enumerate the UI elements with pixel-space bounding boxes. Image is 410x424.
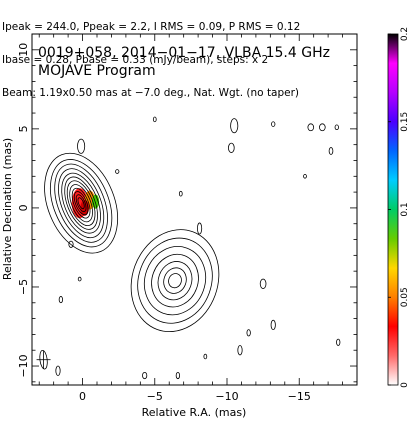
header-info: Ipeak = 244.0, Ppeak = 2.2, I RMS = 0.09… — [2, 0, 300, 121]
noise-contour — [203, 353, 208, 360]
contour-level — [151, 253, 199, 308]
noise-contour — [152, 116, 157, 123]
noise-contour — [319, 123, 326, 132]
x-tick-label: 0 — [79, 390, 86, 403]
contour-level — [66, 180, 96, 226]
noise-contour — [246, 329, 251, 337]
contour-level — [157, 261, 193, 301]
noise-contour — [142, 371, 148, 380]
contour-level — [73, 191, 89, 216]
contour-level — [64, 176, 98, 230]
colorbar-tick-label: 0.15 — [400, 112, 410, 132]
colorbar-tick-label: 0.05 — [400, 287, 410, 307]
y-axis-label: Relative Decination (mas) — [1, 138, 14, 280]
y-tick-label: −10 — [17, 354, 30, 377]
noise-contour — [68, 240, 74, 248]
colorbar-tick-label: 0.1 — [400, 202, 410, 216]
contour-level — [71, 187, 91, 219]
contour-level — [58, 168, 105, 239]
noise-contour — [334, 124, 339, 131]
x-axis-label: Relative R.A. (mas) — [142, 406, 247, 419]
noise-contour — [77, 276, 82, 282]
y-tick-label: 10 — [17, 43, 30, 57]
contour-level — [163, 267, 187, 294]
contour-level — [77, 197, 85, 210]
noise-contour — [55, 365, 61, 376]
noise-contour — [307, 123, 315, 132]
noise-contour — [77, 138, 86, 154]
colorbar-tick-label: 0 — [400, 382, 410, 388]
contour-level — [61, 172, 101, 234]
plot-content — [36, 116, 341, 380]
contour-level — [143, 246, 207, 316]
contour-level — [69, 184, 93, 223]
axes: 0 −5 −10 −15 10 5 0 −5 −10 — [17, 33, 358, 403]
x-tick-label: −5 — [147, 390, 163, 403]
y-tick-label: 0 — [17, 204, 30, 211]
x-tick-label: −10 — [215, 390, 238, 403]
noise-contour — [178, 190, 183, 197]
contour-level — [137, 237, 213, 324]
contour-level — [54, 163, 108, 243]
noise-contour — [259, 278, 267, 289]
noise-contour — [237, 345, 243, 356]
y-tick-label: 5 — [17, 125, 30, 132]
noise-contour — [271, 121, 276, 127]
header-line-base: Ibase = 0.28, Pbase = 0.33 (mJy/beam), s… — [2, 54, 269, 66]
x-tick-label: −15 — [288, 390, 311, 403]
contour-level — [44, 152, 118, 254]
contour-level — [130, 229, 220, 333]
header-line-beam: Beam: 1.19x0.50 mas at −7.0 deg., Nat. W… — [2, 87, 300, 99]
noise-contour — [175, 371, 181, 380]
colorbar-tick-label: 0.2 — [400, 27, 410, 41]
y-tick-label: −5 — [17, 279, 30, 295]
noise-contour — [270, 319, 276, 331]
noise-contour — [303, 174, 307, 179]
noise-contour — [115, 169, 120, 174]
noise-contour — [58, 296, 64, 304]
contour-level — [50, 159, 113, 248]
header-line-peak: Ipeak = 244.0, Ppeak = 2.2, I RMS = 0.09… — [2, 21, 301, 33]
noise-contour — [228, 142, 235, 153]
plot-subtitle: MOJAVE Program — [38, 63, 156, 79]
plot-title: 0019+058, 2014−01−17, VLBA 15.4 GHz — [38, 45, 330, 61]
plot-frame — [31, 33, 358, 386]
noise-contour — [230, 118, 239, 134]
noise-contour — [336, 338, 341, 346]
contour-level — [75, 194, 87, 213]
noise-contour — [196, 222, 203, 235]
beam-ellipse — [39, 349, 48, 370]
colorbar: 0 0.05 0.1 0.15 0.2 — [387, 27, 410, 388]
contour-level — [168, 273, 182, 289]
noise-contour — [328, 147, 334, 155]
